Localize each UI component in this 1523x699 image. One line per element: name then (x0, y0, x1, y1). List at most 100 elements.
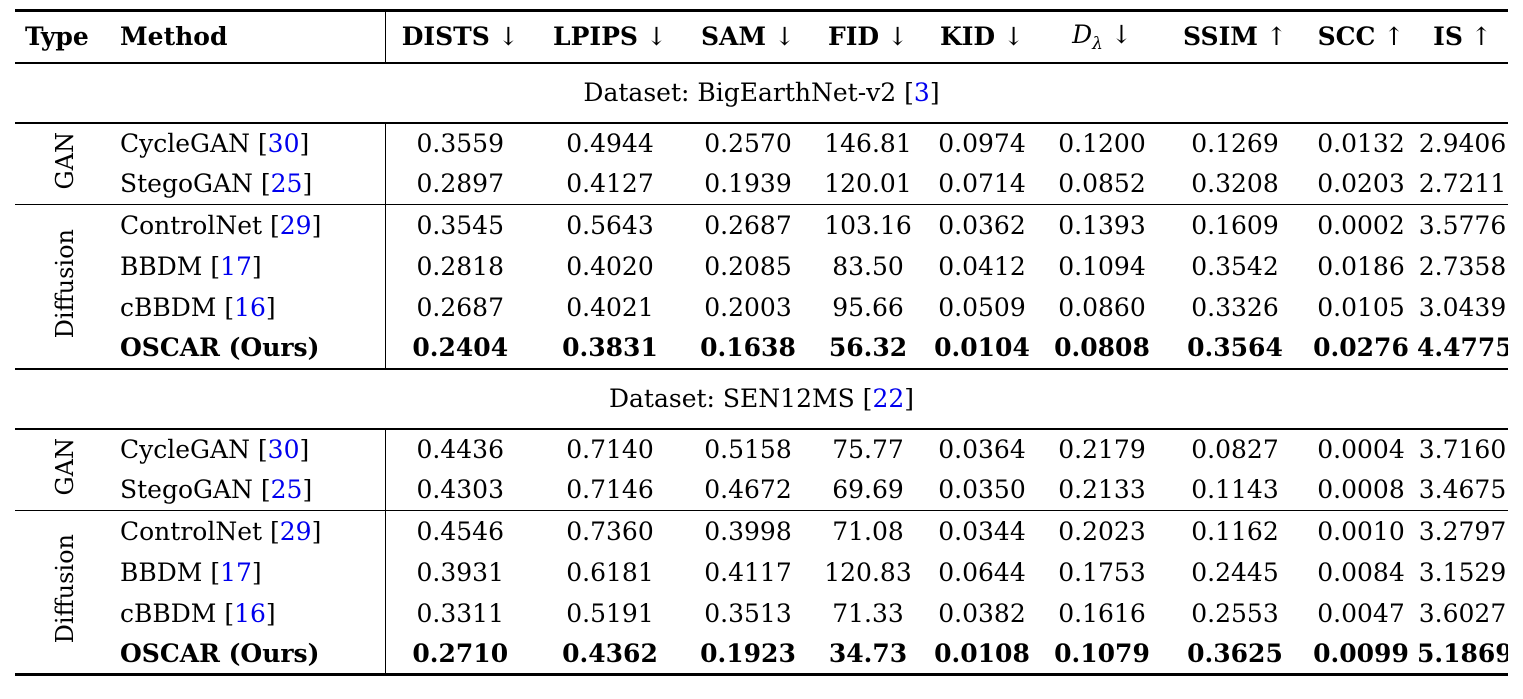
metric-value: 0.0860 (1058, 292, 1146, 322)
metric-value: 0.1923 (700, 638, 796, 668)
metric-value: 0.2003 (704, 292, 792, 322)
metric-value: 3.7160 (1418, 435, 1507, 464)
metric-value: 0.0382 (938, 598, 1026, 628)
up-arrow-icon: ↑ (1470, 22, 1492, 52)
method-name: CycleGAN (120, 129, 250, 158)
table-row: StegoGAN [25] 0.4303 0.7146 0.4672 69.69… (15, 469, 1508, 511)
metric-value: 0.2179 (1058, 435, 1146, 464)
column-header-dists: DISTS ↓ (385, 11, 535, 63)
method-cell: StegoGAN [25] (115, 163, 386, 205)
column-header-kid: KID ↓ (925, 11, 1039, 63)
metric-value: 0.0084 (1317, 557, 1405, 587)
metric-value: 0.2445 (1191, 557, 1279, 587)
metric-value: 3.5776 (1417, 204, 1508, 246)
column-header-ssim: SSIM ↑ (1165, 11, 1305, 63)
metric-value: 0.4546 (385, 510, 535, 552)
citation-link[interactable]: [29] (270, 516, 322, 546)
metric-value: 3.4675 (1418, 475, 1507, 505)
type-group-label: GAN (51, 437, 79, 496)
citation-link[interactable]: [17] (210, 251, 262, 281)
metric-value: 0.4672 (704, 475, 792, 505)
table-row: OSCAR (Ours) 0.2404 0.3831 0.1638 56.32 … (15, 327, 1508, 369)
metric-name: Dλ (1072, 19, 1103, 54)
metric-value: 0.2818 (416, 251, 504, 281)
metric-value: 0.3559 (416, 129, 504, 158)
metric-value: 0.4021 (566, 292, 654, 322)
table-row: cBBDM [16] 0.2687 0.4021 0.2003 95.66 0.… (15, 286, 1508, 328)
method-cell: cBBDM [16] (115, 286, 386, 328)
method-name: cBBDM (120, 598, 217, 628)
metric-value: 0.0644 (938, 557, 1026, 587)
citation-link[interactable]: [30] (257, 435, 310, 464)
citation-number: 29 (279, 210, 312, 240)
metric-value: 0.1094 (1058, 251, 1146, 281)
citation-link[interactable]: [16] (224, 598, 276, 628)
metric-value: 0.0412 (938, 251, 1026, 281)
table-row: Diffusion ControlNet [29] 0.4546 0.7360 … (15, 510, 1508, 675)
type-group-cell: GAN (15, 123, 115, 205)
metric-value: 2.7358 (1418, 251, 1507, 281)
metric-name: FID (827, 22, 880, 52)
down-arrow-icon: ↓ (1110, 19, 1132, 49)
dataset-label: Dataset: SEN12MS (608, 384, 855, 413)
column-header-method: Method (115, 10, 386, 63)
metric-name: IS (1433, 22, 1463, 52)
metric-value: 120.01 (824, 169, 912, 199)
metric-value: 0.1393 (1039, 204, 1165, 246)
citation-number: 3 (913, 78, 930, 107)
citation-link[interactable]: [30] (257, 129, 310, 158)
metric-value: 0.3831 (562, 333, 658, 362)
column-header-is: IS ↑ (1417, 11, 1508, 63)
metric-value: 0.5643 (535, 204, 685, 246)
metric-value: 56.32 (828, 333, 908, 362)
citation-link[interactable]: [25] (260, 169, 313, 199)
metric-name: LPIPS (553, 22, 638, 52)
table-row: Diffusion ControlNet [29] 0.3545 0.5643 … (15, 204, 1508, 369)
metric-value: 0.5158 (704, 435, 792, 464)
metric-value: 3.6027 (1418, 598, 1507, 628)
metric-value: 0.1162 (1165, 510, 1305, 552)
metric-value: 0.7146 (566, 475, 654, 505)
citation-number: 25 (270, 169, 303, 199)
metric-value: 0.0010 (1305, 510, 1417, 552)
metric-value: 0.4303 (416, 475, 504, 505)
column-header-scc: SCC ↑ (1305, 11, 1417, 63)
citation-link[interactable]: [22] (862, 384, 915, 413)
citation-link[interactable]: [17] (210, 557, 262, 587)
metric-value: 0.7140 (566, 435, 654, 464)
method-cell: ControlNet [29] (115, 510, 386, 552)
metric-value: 0.3513 (704, 598, 792, 628)
metric-value: 0.0852 (1058, 169, 1146, 199)
metric-value: 0.1753 (1058, 557, 1146, 587)
metric-name: KID (939, 22, 996, 52)
dataset-header-row: Dataset: SEN12MS [22] (15, 368, 1508, 429)
citation-number: 30 (267, 435, 300, 464)
metric-value: 0.3998 (685, 510, 811, 552)
citation-link[interactable]: [29] (270, 210, 322, 240)
metric-name: SAM (700, 22, 767, 52)
citation-number: 22 (872, 384, 905, 413)
metric-value: 34.73 (828, 638, 908, 668)
citation-link[interactable]: [16] (224, 292, 276, 322)
down-arrow-icon: ↓ (774, 22, 796, 52)
citation-link[interactable]: [3] (904, 78, 940, 107)
metric-value: 0.0047 (1317, 598, 1405, 628)
metric-value: 3.2797 (1417, 510, 1508, 552)
citation-number: 17 (220, 557, 252, 587)
method-name: StegoGAN (120, 475, 253, 505)
metric-value: 0.0364 (938, 435, 1026, 464)
type-group-cell: Diffusion (15, 204, 115, 369)
metric-value: 0.2687 (685, 204, 811, 246)
lambda-subscript: λ (1092, 33, 1103, 54)
metric-value: 0.0105 (1317, 292, 1405, 322)
table-row: GAN CycleGAN [30] 0.4436 0.7140 0.5158 7… (15, 428, 1508, 496)
metric-value: 0.2553 (1191, 598, 1279, 628)
metric-value: 75.77 (832, 435, 904, 464)
citation-number: 16 (234, 598, 266, 628)
citation-link[interactable]: [25] (260, 475, 313, 505)
citation-number: 29 (279, 516, 312, 546)
metric-value: 0.1269 (1191, 129, 1279, 158)
metric-value: 0.6181 (566, 557, 654, 587)
metric-value: 0.2404 (412, 333, 509, 362)
metric-value: 95.66 (832, 292, 904, 322)
